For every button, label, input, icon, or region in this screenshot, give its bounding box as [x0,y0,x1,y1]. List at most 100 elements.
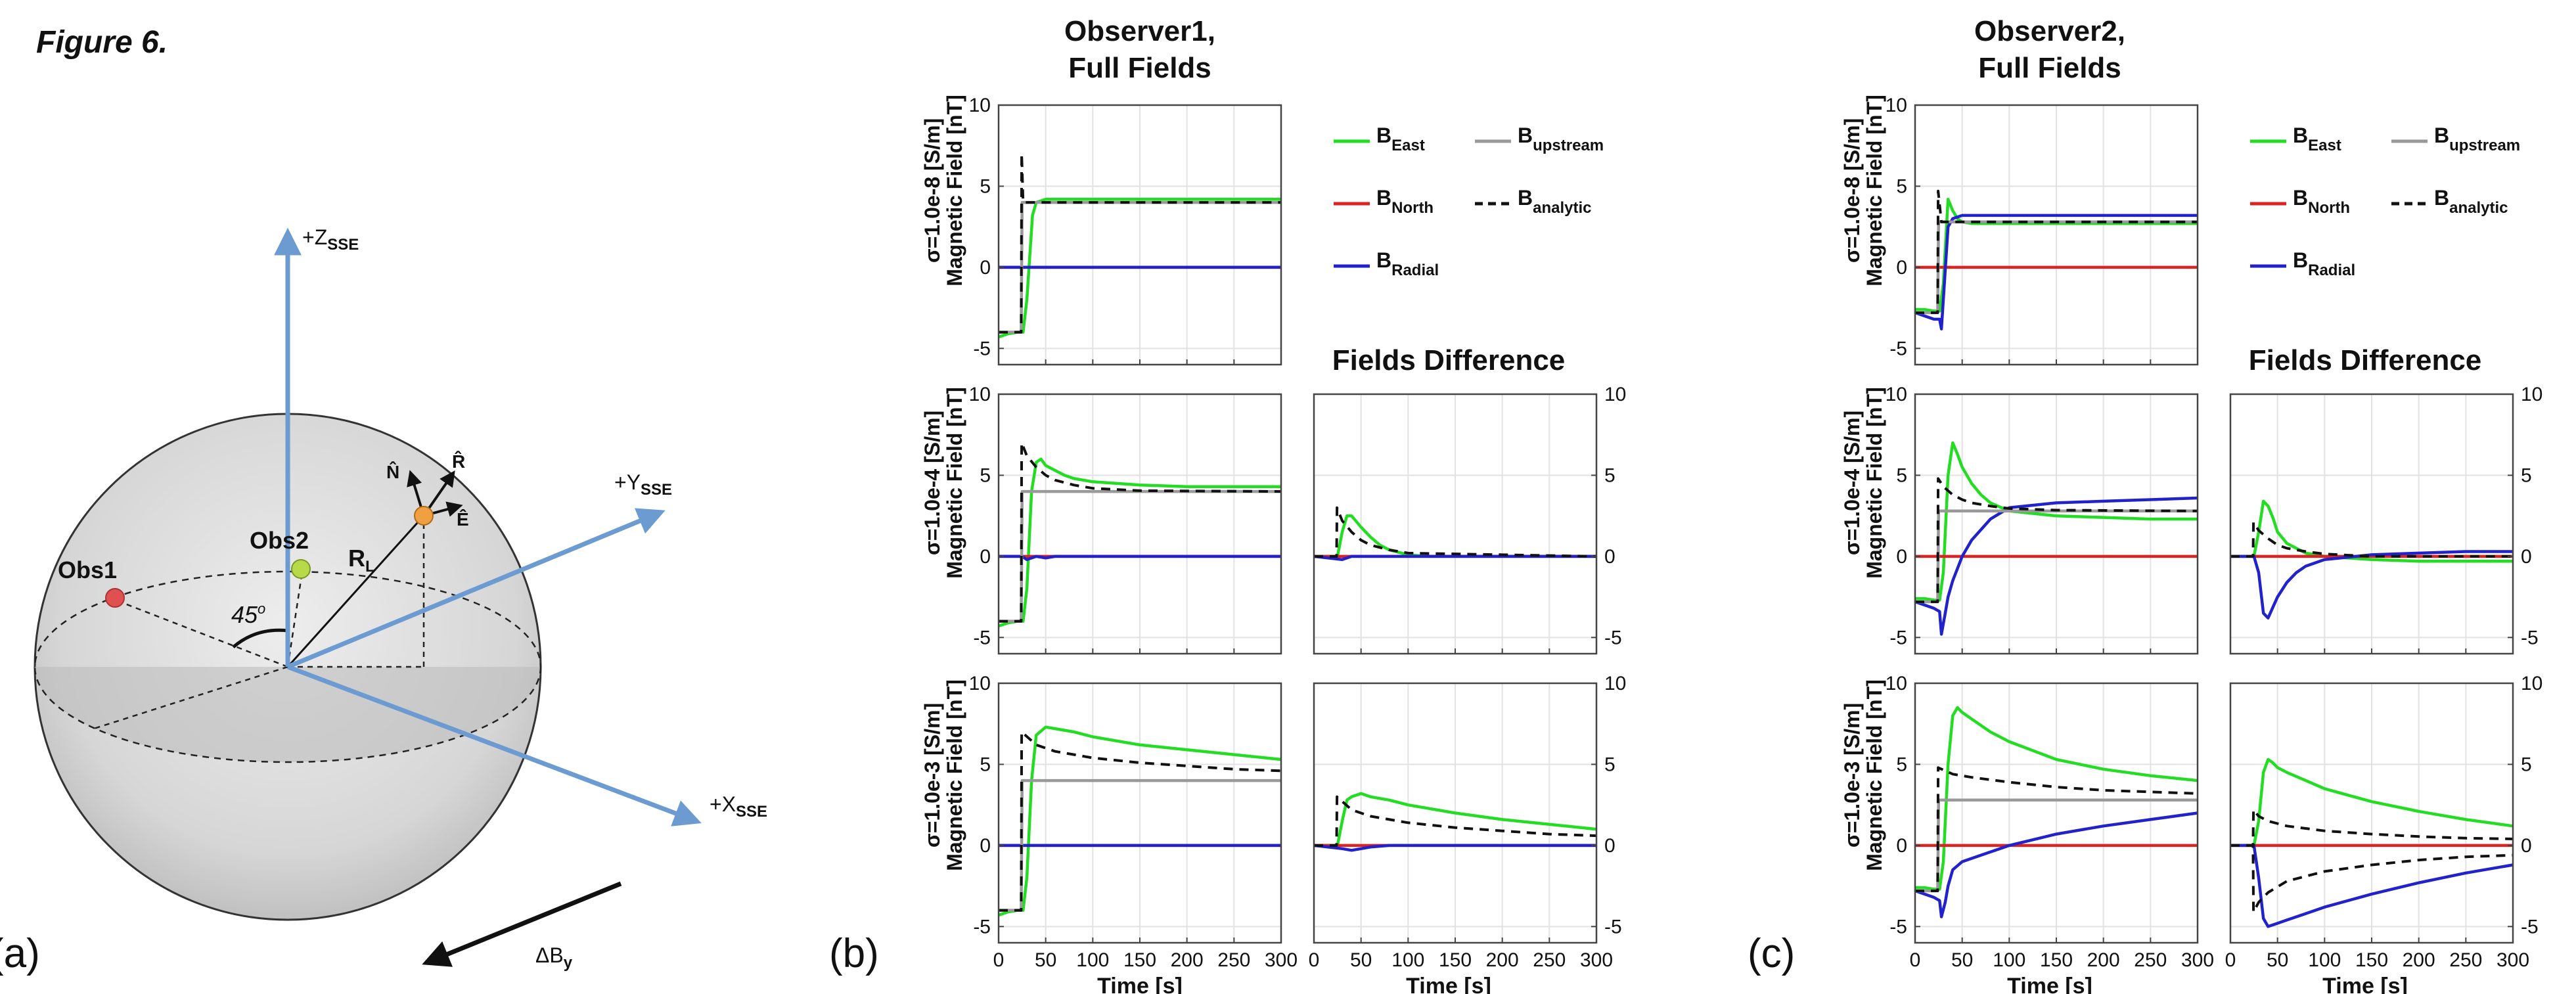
panel-b-label: (b) [829,931,879,976]
series-b-analytic-neg [2230,844,2514,914]
row3-field-label-b: Magnetic Field [nT] [943,679,966,871]
x-tick-label: 0 [1309,949,1320,971]
series-b-analytic [1314,795,1597,847]
chart-c-row2-diff: -5 0 5 10 [2229,384,2542,655]
y-tick-label: 0 [2521,835,2532,857]
y-tick-label: 0 [1896,546,1907,568]
series-b-radial [1914,214,2198,330]
y-tick-label: 0 [1896,835,1907,857]
y-tick-label: 10 [1886,384,1907,405]
y-tick-label: 10 [1886,95,1907,116]
y-tick-label: 0 [1896,257,1907,279]
x-tick-label: 300 [1580,949,1613,971]
chart-b-row2-diff: -5 0 5 10 [1313,384,1626,655]
x-tick-label: 0 [993,949,1005,971]
series-b-radial [2230,844,2514,928]
legend-label-radial: BRadial [1376,248,1439,279]
xlabel-c-right: Time [s] [2322,974,2408,994]
y-tick-label: 5 [980,464,991,486]
y-tick-label: 5 [1896,175,1907,197]
y-tick-label: 0 [1604,546,1616,568]
legend-label-analytic: Banalytic [2434,186,2508,217]
obs2-dash-line [286,571,304,667]
y-tick-label: 0 [980,257,991,279]
y-tick-label: -5 [1889,627,1907,648]
row2-field-label-b: Magnetic Field [nT] [943,387,966,579]
x-tick-label: 100 [1993,949,2025,971]
surface-point [414,506,434,526]
equator-ellipse [34,570,542,763]
x-tick-label: 200 [2403,949,2435,971]
y-tick-label: -5 [1889,916,1907,938]
y-tick-label: -5 [973,627,991,648]
plane-dash-line [91,666,288,731]
panel-c-label: (c) [1748,931,1795,976]
row2-sigma-label-c: σ=1.0e-4 [S/m] [1840,411,1864,555]
n-hat-label: N̂ [386,461,399,482]
panel-a-diagram: +ZSSE +YSSE +XSSE Obs1 Obs2 RL 45o N̂ R̂… [0,225,767,976]
legend-observer1: BEast Bupstream BNorth Banalytic BRadial [1334,124,1604,279]
y-axis [286,508,666,669]
delta-b-arrow [422,881,622,967]
y-tick-label: 5 [2521,464,2532,486]
chart-b-row2-full: -5 0 5 10 [969,384,1282,655]
y-tick-label: 0 [1604,835,1616,857]
x-tick-label: 50 [1350,949,1372,971]
x-tick-label: 100 [1076,949,1109,971]
series-b-analytic [1915,477,2198,603]
y-tick-label: 5 [1896,464,1907,486]
observer1-title-line1: Observer1, [1064,15,1215,47]
series-b-east [1314,792,1597,847]
legend-observer2: BEast Bupstream BNorth Banalytic BRadial [2250,124,2520,279]
y-tick-label: 10 [969,95,991,116]
x-tick-label: 100 [2308,949,2341,971]
xlabel-b-right: Time [s] [1406,974,1491,994]
legend-label-east: BEast [2293,124,2341,154]
x-tick-label: 300 [2497,949,2529,971]
y-tick-label: 5 [1604,464,1616,486]
series-b-radial [2230,550,2513,620]
xlabel-b-left: Time [s] [1097,974,1183,994]
row2-sigma-label-b: σ=1.0e-4 [S/m] [920,411,944,555]
x-tick-label: 250 [2134,949,2167,971]
radius-label: RL [348,545,375,576]
y-tick-label: 10 [2521,673,2542,694]
row3-field-label-c: Magnetic Field [nT] [1863,679,1886,871]
legend-label-radial: BRadial [2293,248,2355,279]
y-tick-label: 10 [1886,673,1907,694]
x-tick-label: 150 [2040,949,2073,971]
row2-field-label-c: Magnetic Field [nT] [1863,387,1886,579]
series-b-radial [1313,554,1596,562]
x-tick-label: 300 [1265,949,1298,971]
y-tick-label: -5 [1604,916,1622,938]
figure-title: Figure 6. [36,25,168,60]
z-axis-label: +ZSSE [302,225,359,254]
series-b-analytic [999,441,1282,623]
row3-sigma-label-c: σ=1.0e-3 [S/m] [1840,703,1864,847]
obs1-point [105,588,125,608]
x-tick-label: 50 [2267,949,2288,971]
chart-b-row1-full: -5 0 5 10 [969,95,1282,366]
angle-label: 45o [231,600,265,628]
legend-label-upstream: Bupstream [2434,124,2520,154]
y-tick-label: 0 [980,546,991,568]
y-tick-label: 10 [2521,384,2542,405]
x-tick-label: 200 [2087,949,2120,971]
legend-label-upstream: Bupstream [1518,124,1604,154]
observer2-title-line2: Full Fields [1978,52,2121,84]
obs2-point [291,559,311,579]
x-tick-label: 200 [1171,949,1204,971]
chart-c-row1-full: -5 0 5 10 [1886,95,2199,366]
legend-label-north: BNorth [1376,186,1434,217]
x-tick-label: 50 [1035,949,1056,971]
chart-c-row2-full: -5 0 5 10 [1886,384,2199,655]
xlabel-c-left: Time [s] [2007,974,2092,994]
x-tick-label: 50 [1951,949,1973,971]
series-b-analytic [1915,189,2198,314]
row1-field-label-c: Magnetic Field [nT] [1863,95,1886,286]
observer1-diff-title: Fields Difference [1332,344,1566,376]
series-b-analytic [2230,808,2514,847]
